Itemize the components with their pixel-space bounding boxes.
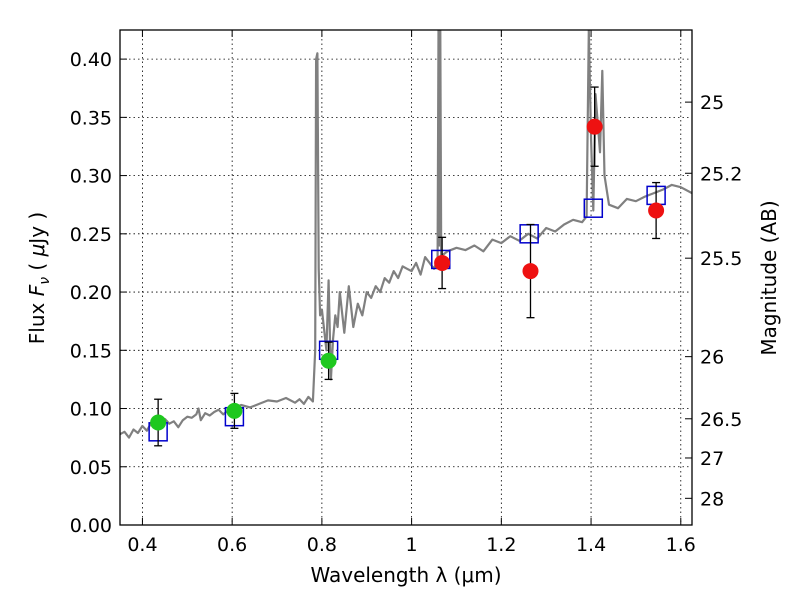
red-point [586, 118, 603, 135]
mag-tick-label: 26 [700, 347, 724, 369]
mag-tick-label: 28 [700, 488, 724, 510]
mag-tick-label: 26.5 [700, 409, 742, 431]
mag-tick-label: 25.2 [700, 163, 742, 185]
red-point [648, 202, 665, 219]
red-point [522, 263, 539, 280]
ticks: 0.4 0.6 0.8 1 1.2 1.4 1.6 0.00 0.05 0.10 0.15 0.20 0… [70, 30, 742, 556]
y-axis-label: Flux Fν ( μJy ) [25, 212, 53, 344]
plot-frame [119, 29, 693, 526]
y-tick-label: 0.05 [70, 457, 112, 479]
x-tick-label: 1 [406, 534, 418, 556]
model-square [583, 198, 604, 218]
green-point [226, 402, 243, 419]
green-point [150, 414, 167, 431]
y-tick-label: 0.35 [70, 107, 112, 129]
mag-tick-label: 25.5 [700, 248, 742, 270]
x-tick-label: 1.2 [486, 534, 516, 556]
data-layer [120, 30, 692, 447]
y2-axis-label: Magnitude (AB) [757, 200, 781, 355]
grid [120, 30, 692, 526]
green-point [320, 352, 337, 369]
x-tick-label: 1.6 [666, 534, 696, 556]
y-tick-label: 0.40 [70, 49, 112, 71]
y-tick-label: 0.25 [70, 224, 112, 246]
mag-tick-label: 25 [700, 92, 724, 114]
x-tick-label: 1.4 [576, 534, 606, 556]
x-tick-label: 0.8 [307, 534, 337, 556]
x-axis-label: Wavelength λ (μm) [310, 563, 501, 587]
x-tick-label: 0.6 [217, 534, 247, 556]
y-tick-label: 0.30 [70, 166, 112, 188]
y-tick-label: 0.10 [70, 399, 112, 421]
y-tick-label: 0.00 [70, 515, 112, 537]
x-tick-label: 0.4 [127, 534, 157, 556]
spectrum-line [120, 30, 692, 439]
red-point [434, 254, 451, 271]
y-tick-label: 0.15 [70, 340, 112, 362]
mag-tick-label: 27 [700, 448, 724, 470]
y-tick-label: 0.20 [70, 282, 112, 304]
